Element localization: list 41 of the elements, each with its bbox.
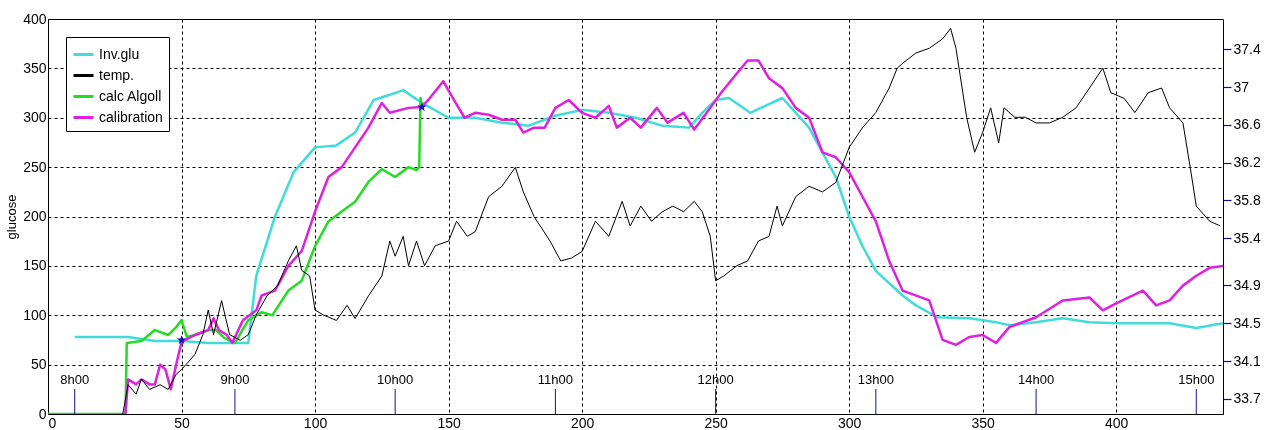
legend-label: calc Algoll	[99, 87, 162, 104]
y-tick-label: 350	[23, 59, 47, 76]
x-tick-label: 150	[437, 414, 461, 430]
y-tick-label: 100	[23, 306, 47, 323]
x-tick-label: 100	[303, 414, 328, 430]
y2-tick-label: 36.6	[1233, 116, 1261, 133]
ref-line-label: 9h00	[220, 372, 250, 387]
ref-line-label: 12h00	[697, 372, 734, 387]
y2-tick-label: 36.2	[1233, 154, 1261, 171]
y-tick-label: 400	[23, 10, 47, 27]
y2-tick-label: 34.1	[1233, 352, 1261, 369]
ref-line-label: 15h00	[1178, 372, 1215, 387]
x-tick-label: 250	[704, 414, 729, 430]
y-tick-label: 250	[23, 158, 47, 175]
y2-tick-label: 37.4	[1233, 40, 1261, 57]
x-tick-label: 400	[1105, 414, 1129, 430]
ref-line-label: 8h00	[60, 372, 90, 387]
line-series	[73, 88, 1223, 345]
ref-line-label: 13h00	[857, 372, 894, 387]
x-tick-label: 200	[570, 414, 595, 430]
legend-label: temp.	[99, 66, 135, 83]
y-tick-label: 200	[23, 208, 47, 224]
x-tick-label: 300	[837, 414, 862, 430]
y2-tick-label: 35.4	[1233, 229, 1261, 246]
legend-label: Inv.glu	[99, 45, 140, 62]
y-tick-label: 150	[23, 257, 47, 274]
x-tick-label: 0	[48, 414, 57, 430]
legend-label: calibration	[99, 108, 163, 125]
ref-line-label: 14h00	[1017, 372, 1055, 387]
y2-tick-label: 34.9	[1233, 276, 1261, 293]
y2-tick-label: 33.7	[1233, 390, 1261, 407]
y-axis-title: glucose	[4, 194, 20, 240]
y2-tick-label: 35.8	[1233, 191, 1261, 208]
ref-line-label: 10h00	[377, 372, 414, 387]
x-tick-label: 350	[971, 414, 996, 430]
y2-tick-label: 34.5	[1233, 314, 1261, 331]
y-tick-label: 50	[30, 356, 47, 373]
x-tick-label: 50	[174, 414, 191, 430]
y-tick-label: 300	[23, 109, 47, 126]
y2-tick-label: 37	[1233, 78, 1250, 95]
ref-line-label: 11h00	[537, 372, 573, 387]
